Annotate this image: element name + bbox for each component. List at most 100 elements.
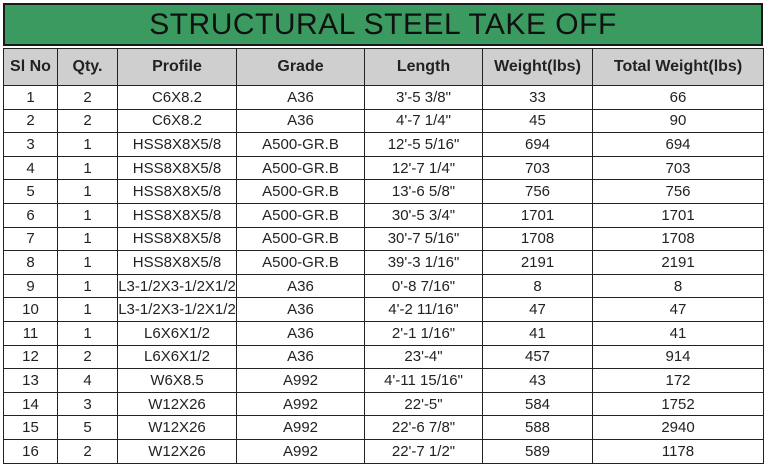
column-header-total-weight: Total Weight(lbs) [592, 48, 764, 86]
cell-sl-no: 12 [3, 344, 58, 370]
cell-weight: 1701 [482, 202, 593, 228]
cell-profile: C6X8.2 [117, 85, 237, 110]
cell-profile: HSS8X8X5/8 [117, 250, 237, 275]
cell-length: 2'-1 1/16" [364, 320, 483, 346]
cell-qty: 1 [57, 320, 118, 346]
takeoff-sheet: STRUCTURAL STEEL TAKE OFF Sl No Qty. Profi… [3, 3, 764, 464]
cell-weight: 694 [482, 132, 593, 157]
cell-length: 4'-11 15/16" [364, 368, 483, 393]
cell-grade: A500-GR.B [236, 132, 365, 157]
table-row: 4 1 HSS8X8X5/8 A500-GR.B 12'-7 1/4" 703 703 [3, 155, 764, 181]
cell-total-weight: 1752 [592, 391, 764, 417]
cell-qty: 1 [57, 132, 118, 157]
cell-profile: HSS8X8X5/8 [117, 179, 237, 204]
cell-weight: 41 [482, 320, 593, 346]
sheet-title: STRUCTURAL STEEL TAKE OFF [3, 3, 763, 46]
cell-grade: A992 [236, 438, 365, 464]
cell-weight: 584 [482, 391, 593, 417]
cell-length: 4'-2 11/16" [364, 297, 483, 322]
cell-total-weight: 756 [592, 179, 764, 204]
cell-profile: W12X26 [117, 391, 237, 417]
cell-qty: 2 [57, 344, 118, 370]
table-row: 10 1 L3-1/2X3-1/2X1/2 A36 4'-2 11/16" 47 47 [3, 297, 764, 322]
cell-total-weight: 66 [592, 85, 764, 110]
cell-weight: 45 [482, 108, 593, 134]
column-header-profile: Profile [117, 48, 237, 86]
table-row: 6 1 HSS8X8X5/8 A500-GR.B 30'-5 3/4" 1701 1701 [3, 202, 764, 228]
cell-length: 4'-7 1/4" [364, 108, 483, 134]
cell-total-weight: 2191 [592, 250, 764, 275]
cell-sl-no: 3 [3, 132, 58, 157]
cell-sl-no: 6 [3, 202, 58, 228]
cell-grade: A36 [236, 297, 365, 322]
cell-length: 30'-7 5/16" [364, 226, 483, 252]
cell-length: 13'-6 5/8" [364, 179, 483, 204]
cell-weight: 457 [482, 344, 593, 370]
table-row: 2 2 C6X8.2 A36 4'-7 1/4" 45 90 [3, 108, 764, 134]
cell-length: 39'-3 1/16" [364, 250, 483, 275]
cell-qty: 1 [57, 202, 118, 228]
cell-sl-no: 7 [3, 226, 58, 252]
cell-grade: A36 [236, 85, 365, 110]
cell-total-weight: 1178 [592, 438, 764, 464]
cell-grade: A36 [236, 320, 365, 346]
cell-weight: 703 [482, 155, 593, 181]
cell-profile: HSS8X8X5/8 [117, 226, 237, 252]
cell-qty: 1 [57, 179, 118, 204]
cell-total-weight: 2940 [592, 415, 764, 440]
cell-weight: 43 [482, 368, 593, 393]
cell-weight: 588 [482, 415, 593, 440]
table-row: 9 1 L3-1/2X3-1/2X1/2 A36 0'-8 7/16" 8 8 [3, 273, 764, 299]
cell-length: 22'-6 7/8" [364, 415, 483, 440]
cell-qty: 2 [57, 108, 118, 134]
cell-profile: W12X26 [117, 415, 237, 440]
column-header-length: Length [364, 48, 483, 86]
cell-length: 22'-7 1/2" [364, 438, 483, 464]
table-row: 12 2 L6X6X1/2 A36 23'-4" 457 914 [3, 344, 764, 370]
cell-weight: 33 [482, 85, 593, 110]
cell-total-weight: 172 [592, 368, 764, 393]
cell-length: 3'-5 3/8" [364, 85, 483, 110]
cell-weight: 1708 [482, 226, 593, 252]
cell-weight: 47 [482, 297, 593, 322]
table-row: 14 3 W12X26 A992 22'-5" 584 1752 [3, 391, 764, 417]
cell-sl-no: 13 [3, 368, 58, 393]
cell-profile: L3-1/2X3-1/2X1/2 [117, 273, 237, 299]
cell-sl-no: 16 [3, 438, 58, 464]
cell-qty: 2 [57, 85, 118, 110]
cell-grade: A992 [236, 415, 365, 440]
table-row: 5 1 HSS8X8X5/8 A500-GR.B 13'-6 5/8" 756 756 [3, 179, 764, 204]
cell-sl-no: 2 [3, 108, 58, 134]
column-header-qty: Qty. [57, 48, 118, 86]
cell-length: 12'-7 1/4" [364, 155, 483, 181]
cell-profile: C6X8.2 [117, 108, 237, 134]
cell-length: 30'-5 3/4" [364, 202, 483, 228]
cell-grade: A36 [236, 344, 365, 370]
cell-qty: 5 [57, 415, 118, 440]
cell-total-weight: 694 [592, 132, 764, 157]
cell-grade: A36 [236, 108, 365, 134]
cell-profile: HSS8X8X5/8 [117, 155, 237, 181]
table-row: 7 1 HSS8X8X5/8 A500-GR.B 30'-7 5/16" 1708 1708 [3, 226, 764, 252]
table-row: 8 1 HSS8X8X5/8 A500-GR.B 39'-3 1/16" 2191 2191 [3, 250, 764, 275]
cell-grade: A500-GR.B [236, 226, 365, 252]
table-row: 11 1 L6X6X1/2 A36 2'-1 1/16" 41 41 [3, 320, 764, 346]
cell-total-weight: 1701 [592, 202, 764, 228]
cell-qty: 3 [57, 391, 118, 417]
cell-sl-no: 10 [3, 297, 58, 322]
cell-qty: 1 [57, 297, 118, 322]
takeoff-table: Sl No Qty. Profile Grade Length Weight(lbs) To… [3, 48, 764, 464]
cell-profile: L3-1/2X3-1/2X1/2 [117, 297, 237, 322]
cell-sl-no: 9 [3, 273, 58, 299]
cell-qty: 1 [57, 250, 118, 275]
cell-profile: HSS8X8X5/8 [117, 202, 237, 228]
cell-sl-no: 1 [3, 85, 58, 110]
cell-sl-no: 15 [3, 415, 58, 440]
cell-weight: 2191 [482, 250, 593, 275]
cell-grade: A992 [236, 368, 365, 393]
cell-sl-no: 11 [3, 320, 58, 346]
cell-profile: W6X8.5 [117, 368, 237, 393]
cell-grade: A36 [236, 273, 365, 299]
cell-profile: L6X6X1/2 [117, 320, 237, 346]
cell-length: 0'-8 7/16" [364, 273, 483, 299]
